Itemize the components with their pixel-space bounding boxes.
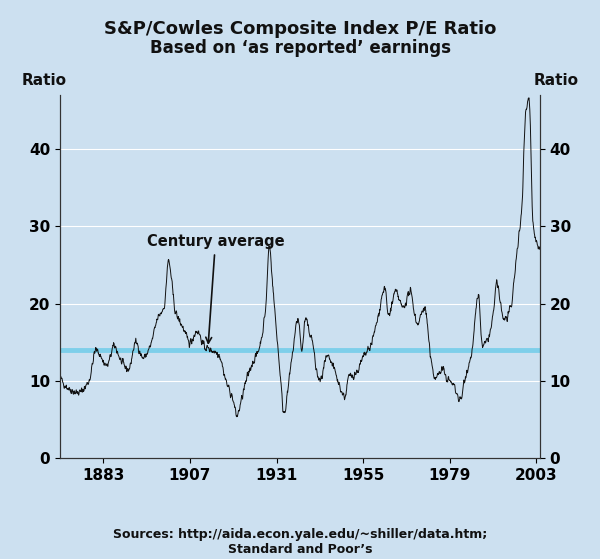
- Text: S&P/Cowles Composite Index P/E Ratio: S&P/Cowles Composite Index P/E Ratio: [104, 20, 496, 37]
- Text: Sources: http://aida.econ.yale.edu/~shiller/data.htm;
Standard and Poor’s: Sources: http://aida.econ.yale.edu/~shil…: [113, 528, 487, 556]
- Text: Based on ‘as reported’ earnings: Based on ‘as reported’ earnings: [149, 39, 451, 57]
- Text: Ratio: Ratio: [22, 73, 67, 88]
- Text: Century average: Century average: [146, 234, 284, 343]
- Text: Ratio: Ratio: [533, 73, 578, 88]
